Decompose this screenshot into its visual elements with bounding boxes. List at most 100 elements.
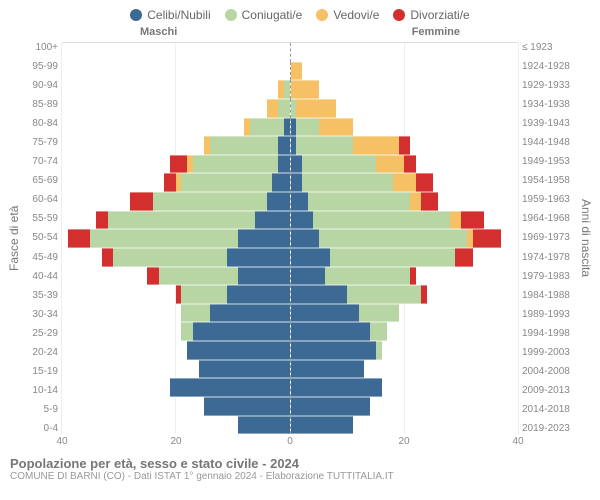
pyramid-row [62, 173, 518, 192]
bar-segment [347, 285, 421, 304]
male-bar [62, 285, 291, 304]
age-label: 25-29 [26, 328, 58, 339]
female-bar [291, 43, 519, 62]
female-bar [291, 322, 519, 341]
age-label: 55-59 [26, 213, 58, 224]
legend-item: Coniugati/e [225, 8, 303, 22]
birth-label: 1929-1933 [522, 80, 574, 91]
bar-segment [193, 155, 278, 174]
legend-label: Coniugati/e [242, 8, 303, 22]
xtick: 40 [56, 436, 67, 447]
bar-segment [278, 99, 289, 118]
bar-segment [291, 248, 331, 267]
bar-segment [130, 192, 153, 211]
male-bar [62, 397, 291, 416]
bar-segment [291, 416, 354, 435]
birth-label: 1989-1993 [522, 309, 574, 320]
legend-dot [316, 9, 328, 21]
bar-segment [291, 192, 308, 211]
male-bar [62, 62, 291, 81]
pyramid-row [62, 211, 518, 230]
bar-segment [393, 173, 416, 192]
legend-label: Celibi/Nubili [147, 8, 210, 22]
bar-segment [90, 229, 238, 248]
age-label: 100+ [26, 42, 58, 53]
age-labels: 100+95-9990-9485-8980-8475-7970-7465-696… [22, 42, 62, 434]
birth-label: 1999-2003 [522, 347, 574, 358]
male-bar [62, 341, 291, 360]
legend-dot [130, 9, 142, 21]
bar-segment [313, 211, 450, 230]
bar-segment [473, 229, 501, 248]
bar-segment [267, 99, 278, 118]
age-label: 20-24 [26, 347, 58, 358]
bar-segment [291, 378, 382, 397]
male-bar [62, 118, 291, 137]
bar-segment [291, 397, 371, 416]
pyramid-row [62, 192, 518, 211]
legend-item: Vedovi/e [316, 8, 379, 22]
birth-label: 1974-1978 [522, 252, 574, 263]
bar-rows [62, 43, 518, 434]
bar-segment [108, 211, 256, 230]
bar-segment [410, 192, 421, 211]
female-bar [291, 80, 519, 99]
chart-subtitle: COMUNE DI BARNI (CO) - Dati ISTAT 1° gen… [10, 471, 590, 482]
bar-segment [170, 155, 187, 174]
bar-segment [193, 322, 290, 341]
male-bar [62, 173, 291, 192]
xtick: 40 [512, 436, 523, 447]
header-female: Femmine [412, 26, 460, 38]
pyramid-row [62, 43, 518, 62]
pyramid-row [62, 378, 518, 397]
female-bar [291, 136, 519, 155]
age-label: 70-74 [26, 156, 58, 167]
pyramid-row [62, 360, 518, 379]
pyramid-row [62, 267, 518, 286]
pyramid-row [62, 118, 518, 137]
pyramid-row [62, 416, 518, 435]
birth-label: 1954-1958 [522, 175, 574, 186]
bar-segment [187, 341, 289, 360]
pyramid-row [62, 285, 518, 304]
bar-segment [325, 267, 410, 286]
male-bar [62, 192, 291, 211]
birth-label: 1924-1928 [522, 61, 574, 72]
pyramid-row [62, 322, 518, 341]
age-label: 75-79 [26, 137, 58, 148]
xtick: 20 [398, 436, 409, 447]
bar-segment [370, 322, 387, 341]
bar-segment [153, 192, 267, 211]
bar-segment [296, 99, 336, 118]
bar-segment [291, 360, 365, 379]
age-label: 40-44 [26, 271, 58, 282]
age-label: 15-19 [26, 366, 58, 377]
female-bar [291, 397, 519, 416]
pyramid-row [62, 397, 518, 416]
female-bar [291, 99, 519, 118]
chart-title: Popolazione per età, sesso e stato civil… [10, 456, 590, 471]
bar-segment [308, 192, 410, 211]
female-bar [291, 360, 519, 379]
female-bar [291, 118, 519, 137]
bar-segment [102, 248, 113, 267]
pyramid-row [62, 99, 518, 118]
male-bar [62, 322, 291, 341]
bar-segment [227, 248, 290, 267]
bar-segment [399, 136, 410, 155]
birth-label: 2009-2013 [522, 385, 574, 396]
bar-segment [284, 118, 290, 137]
legend-item: Celibi/Nubili [130, 8, 210, 22]
bar-segment [68, 229, 91, 248]
birth-label: 1984-1988 [522, 290, 574, 301]
female-bar [291, 248, 519, 267]
bar-segment [238, 267, 289, 286]
header-male: Maschi [140, 26, 177, 38]
male-bar [62, 360, 291, 379]
pyramid-row [62, 229, 518, 248]
pyramid-row [62, 304, 518, 323]
male-bar [62, 229, 291, 248]
female-bar [291, 62, 519, 81]
bar-segment [291, 173, 302, 192]
birth-label: 2019-2023 [522, 423, 574, 434]
